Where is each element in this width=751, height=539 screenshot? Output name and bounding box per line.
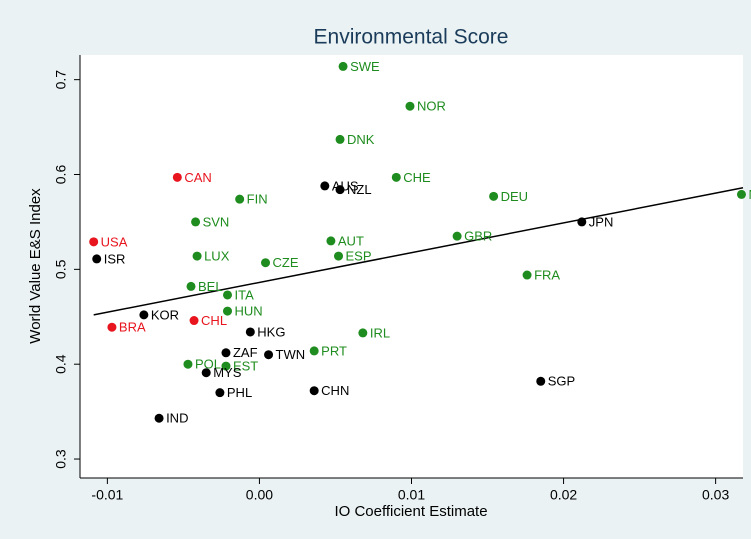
point [221,348,231,358]
point [139,310,149,320]
y-tick-label: 0.4 [53,354,69,374]
point [309,346,319,356]
fit-line [93,187,744,316]
point-label: ZAF [233,345,258,360]
point-label: ITA [235,287,255,302]
x-tick-label: 0.01 [398,487,425,503]
point [223,306,233,316]
point [245,327,255,337]
point [92,254,102,264]
point [264,350,274,360]
point-label: DEU [501,189,528,204]
point [191,217,201,227]
point-label: NZL [347,182,372,197]
x-tick-label: -0.01 [91,487,123,503]
point-label: GBR [464,229,492,244]
point [309,386,319,396]
point [536,376,546,386]
point [338,61,348,71]
point [221,361,231,371]
point-label: PRT [321,343,347,358]
point-label: ESP [346,249,372,264]
x-axis-label: IO Coefficient Estimate [334,503,487,520]
point [154,413,164,423]
point-label: SWE [350,59,380,74]
point-label: IRL [370,325,390,340]
point [201,368,211,378]
point-label: MYS [213,365,242,380]
point-label: FIN [247,192,268,207]
y-axis-label: World Value E&S Index [27,188,44,344]
plot-area [80,55,743,478]
point-label: EST [233,359,258,374]
point [107,322,117,332]
point [391,172,401,182]
y-tick-label: 0.5 [53,259,69,279]
point-label: NLD [748,187,751,202]
y-tick-label: 0.7 [53,70,69,90]
point-label: LUX [204,249,230,264]
point-label: POL [195,357,221,372]
point [405,101,415,111]
point [215,388,225,398]
x-tick-label: 0.03 [702,487,729,503]
point [452,231,462,241]
point [358,328,368,338]
point-label: SVN [203,214,230,229]
point [223,290,233,300]
point [320,181,330,191]
point-label: DNK [347,132,375,147]
point-label: TWN [276,347,306,362]
point-label: CHE [403,170,431,185]
point-label: PHL [227,385,252,400]
point [261,258,271,268]
y-tick-label: 0.3 [53,449,69,469]
point-label: SGP [548,374,575,389]
point-label: FRA [534,267,560,282]
point-label: BRA [119,320,146,335]
point [489,191,499,201]
point-label: BEL [198,279,223,294]
point [577,217,587,227]
point-label: CAN [184,170,211,185]
point-label: AUT [338,233,364,248]
x-tick-label: 0.00 [246,487,273,503]
point-label: CHL [201,313,227,328]
point-label: USA [101,234,128,249]
point-label: JPN [589,214,614,229]
point-label: NOR [417,99,446,114]
point [172,172,182,182]
point [326,236,336,246]
point [186,281,196,291]
point [235,194,245,204]
point [183,359,193,369]
y-tick-label: 0.6 [53,165,69,185]
point-label: CHN [321,383,349,398]
point [189,316,199,326]
point [334,251,344,261]
point [522,270,532,280]
point [335,185,345,195]
point [89,237,99,247]
point [736,189,746,199]
point-label: IND [166,411,188,426]
point-label: HKG [257,324,285,339]
point [335,134,345,144]
point [192,251,202,261]
chart-title: Environmental Score [314,26,509,49]
point-label: HUN [235,304,263,319]
point-label: CZE [273,255,299,270]
point-label: ISR [104,251,126,266]
point-label: KOR [151,307,179,322]
x-tick-label: 0.02 [550,487,577,503]
